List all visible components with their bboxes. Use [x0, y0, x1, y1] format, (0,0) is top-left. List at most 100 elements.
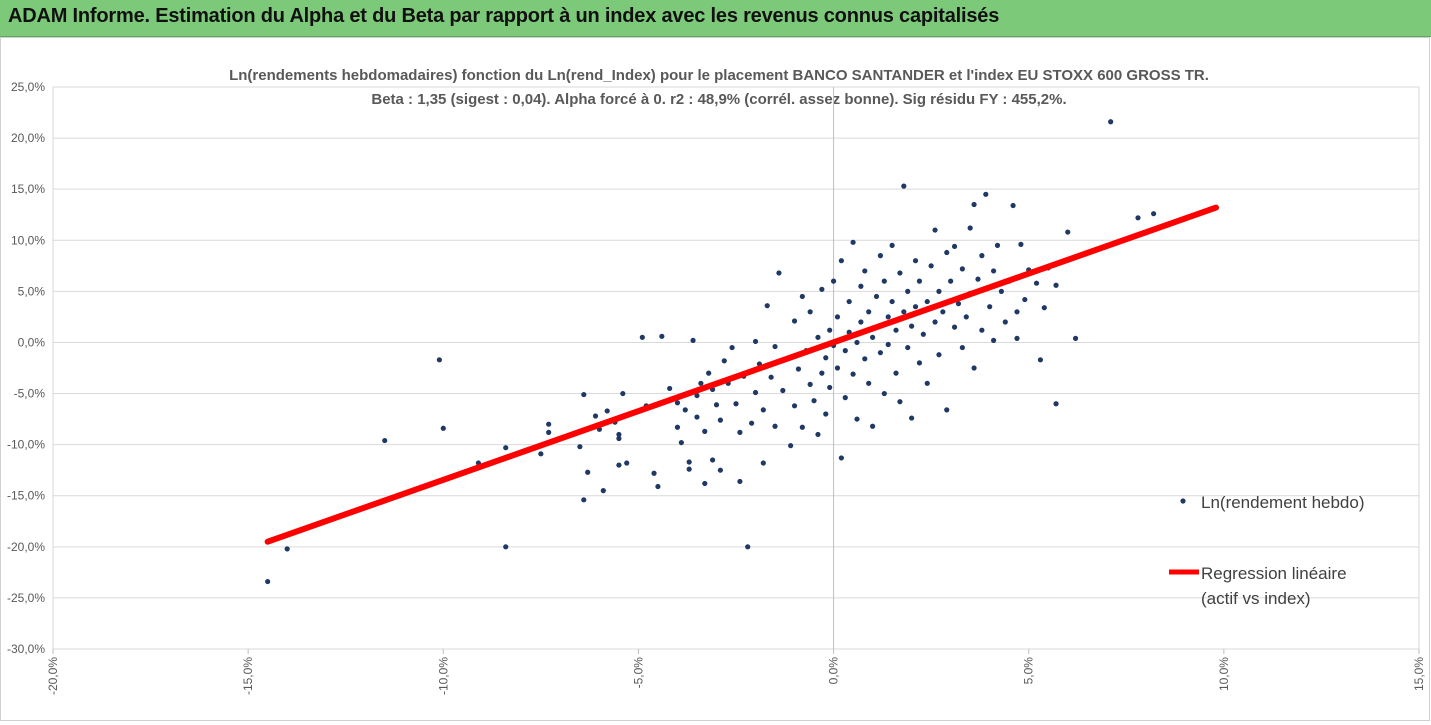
- data-point: [690, 337, 696, 344]
- data-point: [901, 183, 907, 189]
- data-point: [1037, 357, 1044, 363]
- data-point: [905, 288, 911, 294]
- data-point: [866, 380, 872, 386]
- legend-label-line-1: Regression linéaire: [1201, 564, 1347, 583]
- data-point: [936, 288, 942, 294]
- data-point: [592, 413, 599, 419]
- data-point: [834, 314, 841, 320]
- data-point: [503, 544, 509, 550]
- data-point: [503, 445, 509, 451]
- data-point: [639, 334, 645, 340]
- data-point: [791, 318, 798, 324]
- data-point: [780, 387, 786, 394]
- data-point: [752, 389, 759, 396]
- x-tick-label: -10,0%: [436, 657, 450, 695]
- data-point: [600, 488, 606, 494]
- data-point: [877, 350, 884, 356]
- data-point: [944, 407, 950, 413]
- data-point: [265, 578, 271, 585]
- data-point: [807, 309, 813, 315]
- data-point: [1010, 202, 1016, 209]
- data-point: [698, 380, 704, 386]
- scatter-chart: Ln(rendements hebdomadaires) fonction du…: [7, 67, 1426, 695]
- regression-line-path: [264, 204, 1220, 545]
- x-tick-label: 0,0%: [827, 657, 841, 685]
- data-point: [382, 437, 388, 444]
- data-point: [815, 431, 821, 438]
- data-point: [862, 268, 868, 274]
- data-point: [760, 460, 766, 466]
- data-point: [1002, 319, 1008, 325]
- data-point: [819, 286, 825, 292]
- data-point: [1014, 335, 1020, 341]
- data-point: [932, 227, 938, 233]
- data-point: [893, 327, 899, 333]
- data-point: [979, 253, 985, 259]
- data-point: [866, 309, 872, 315]
- data-point: [901, 309, 907, 315]
- x-tick-label: -5,0%: [631, 657, 645, 689]
- data-point: [959, 344, 965, 351]
- data-point: [983, 191, 989, 197]
- data-point: [940, 309, 946, 315]
- data-point: [948, 278, 954, 284]
- gridlines: [52, 86, 1420, 654]
- data-point: [955, 301, 962, 307]
- data-point: [674, 424, 681, 430]
- data-point: [717, 417, 723, 423]
- data-point: [702, 480, 708, 487]
- data-point: [963, 314, 969, 320]
- data-point: [620, 390, 626, 397]
- data-point: [678, 439, 684, 446]
- data-point: [862, 356, 868, 362]
- regression-line: [264, 204, 1220, 545]
- data-point: [581, 391, 587, 398]
- data-point: [850, 239, 856, 245]
- data-point: [674, 400, 681, 406]
- data-point: [885, 314, 891, 320]
- data-point: [667, 385, 673, 392]
- data-point: [799, 424, 805, 430]
- legend: Ln(rendement hebdo) Regression linéaire …: [1169, 493, 1365, 608]
- report-banner: ADAM Informe. Estimation du Alpha et du …: [0, 0, 1431, 37]
- x-tick-label: -20,0%: [46, 657, 60, 695]
- data-point: [881, 278, 887, 284]
- data-point: [546, 421, 552, 427]
- data-point: [776, 270, 782, 276]
- data-point: [932, 319, 938, 325]
- data-point: [877, 253, 884, 259]
- data-point: [709, 457, 716, 463]
- data-point: [686, 466, 692, 472]
- data-point: [436, 357, 442, 363]
- chart-area: Ln(rendements hebdomadaires) fonction du…: [0, 37, 1430, 721]
- data-point: [1108, 119, 1114, 125]
- data-point: [713, 402, 720, 408]
- data-point: [799, 293, 805, 300]
- data-point: [788, 443, 794, 449]
- data-point: [616, 431, 622, 438]
- data-point: [842, 395, 848, 401]
- data-point: [971, 365, 977, 371]
- data-point: [881, 390, 887, 397]
- data-point: [749, 420, 755, 426]
- data-point: [920, 331, 926, 337]
- data-point: [791, 403, 798, 409]
- data-point: [1135, 215, 1141, 221]
- data-point: [909, 415, 915, 421]
- data-point: [764, 303, 770, 309]
- data-point: [659, 333, 665, 339]
- data-point: [854, 339, 860, 346]
- data-point: [823, 355, 829, 361]
- data-point: [682, 407, 688, 413]
- data-point: [858, 283, 864, 289]
- data-point: [538, 451, 544, 457]
- chart-subtitle: Beta : 1,35 (sigest : 0,04). Alpha forcé…: [371, 91, 1066, 108]
- data-point: [694, 414, 700, 420]
- y-tick-label: -15,0%: [7, 489, 45, 503]
- data-point: [702, 428, 708, 434]
- y-tick-label: 15,0%: [11, 182, 45, 196]
- data-point: [624, 460, 630, 466]
- data-point: [870, 423, 876, 429]
- data-point: [909, 323, 915, 329]
- data-point: [772, 343, 778, 350]
